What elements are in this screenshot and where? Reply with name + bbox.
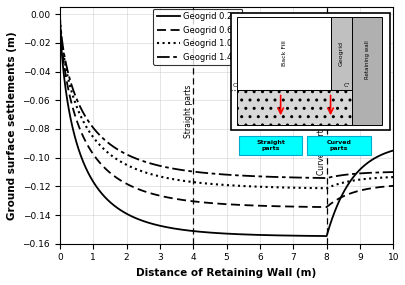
Geogrid 1.0H: [390, 175, 395, 179]
Geogrid 0.6H: [380, 185, 385, 188]
Bar: [239, 137, 301, 155]
Text: Back Fill: Back Fill: [281, 41, 287, 66]
Geogrid 0.6H: [57, 13, 62, 16]
Geogrid 1.0H: [74, 105, 79, 109]
Line: Geogrid 0.2H: Geogrid 0.2H: [60, 14, 392, 236]
Geogrid 0.2H: [319, 234, 324, 238]
Geogrid 1.0H: [319, 186, 324, 190]
Geogrid 1.4H: [210, 172, 215, 175]
Y-axis label: Ground surface settlements (m): Ground surface settlements (m): [7, 31, 17, 220]
Geogrid 0.6H: [380, 185, 385, 188]
Geogrid 0.6H: [74, 119, 79, 123]
Text: Retaining wall: Retaining wall: [364, 40, 369, 79]
Line: Geogrid 1.0H: Geogrid 1.0H: [60, 14, 392, 188]
Bar: [307, 137, 370, 155]
Geogrid 0.2H: [57, 13, 62, 16]
Text: Curved
parts: Curved parts: [326, 140, 350, 151]
Geogrid 1.4H: [323, 176, 328, 180]
Text: Curved parts: Curved parts: [316, 126, 325, 175]
Bar: [351, 17, 381, 125]
Geogrid 0.6H: [390, 184, 395, 188]
Geogrid 1.4H: [380, 171, 385, 174]
Geogrid 1.4H: [390, 170, 395, 174]
Bar: [237, 90, 351, 125]
Geogrid 0.6H: [323, 205, 328, 209]
Geogrid 1.0H: [380, 176, 385, 179]
Geogrid 1.4H: [74, 98, 79, 101]
Text: Straight parts: Straight parts: [183, 85, 192, 139]
Geogrid 0.2H: [380, 152, 385, 156]
Geogrid 0.2H: [74, 142, 79, 145]
Line: Geogrid 0.6H: Geogrid 0.6H: [60, 14, 392, 207]
Geogrid 1.4H: [219, 173, 224, 176]
Line: Geogrid 1.4H: Geogrid 1.4H: [60, 14, 392, 178]
Geogrid 1.0H: [323, 187, 328, 190]
Text: C: C: [232, 83, 236, 88]
Geogrid 1.0H: [380, 176, 385, 179]
Geogrid 1.0H: [219, 183, 224, 186]
Bar: [330, 17, 351, 90]
Bar: [230, 13, 390, 130]
Geogrid 0.6H: [210, 201, 215, 205]
Geogrid 1.0H: [57, 13, 62, 16]
Geogrid 1.4H: [380, 171, 385, 174]
Geogrid 0.2H: [380, 152, 385, 156]
Geogrid 1.4H: [57, 13, 62, 16]
X-axis label: Distance of Retaining Wall (m): Distance of Retaining Wall (m): [136, 268, 316, 278]
Text: Straight
parts: Straight parts: [256, 140, 284, 151]
Bar: [237, 17, 330, 90]
Text: C': C': [343, 83, 349, 88]
Geogrid 0.6H: [319, 205, 324, 209]
Geogrid 0.2H: [390, 149, 395, 152]
Geogrid 0.2H: [323, 234, 328, 238]
Geogrid 0.2H: [210, 231, 215, 235]
Legend: Geogrid 0.2H, Geogrid 0.6H, Geogrid 1.0H, Geogrid 1.4H: Geogrid 0.2H, Geogrid 0.6H, Geogrid 1.0H…: [153, 9, 242, 65]
Text: Geogrid: Geogrid: [338, 41, 343, 66]
Geogrid 0.6H: [219, 202, 224, 205]
Geogrid 0.2H: [219, 232, 224, 235]
Geogrid 1.4H: [319, 176, 324, 180]
Geogrid 1.0H: [210, 182, 215, 186]
